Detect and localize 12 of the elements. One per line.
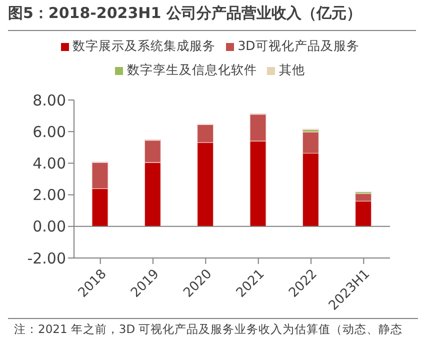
legend-label: 3D可视化产品及服务 bbox=[238, 38, 360, 53]
legend-label: 数字展示及系统集成服务 bbox=[72, 38, 216, 53]
chart-title: 图5：2018-2023H1 公司分产品营业收入（亿元） bbox=[8, 4, 416, 31]
y-tick-label: 4.00 bbox=[32, 154, 66, 173]
y-tick-label: 6.00 bbox=[32, 122, 66, 141]
y-tick-label: 0.00 bbox=[32, 218, 66, 236]
y-tick-label: 2.00 bbox=[32, 186, 66, 204]
legend-label: 其他 bbox=[279, 62, 305, 77]
y-tick-label: -2.00 bbox=[27, 249, 66, 268]
y-tick-label: 8.00 bbox=[32, 91, 66, 110]
text: 注：2021 年之前，3D 可视化产品及服务业务收入为估算值（动态、静态 bbox=[14, 322, 403, 337]
legend-label: 数字孪生及信息化软件 bbox=[127, 62, 257, 77]
